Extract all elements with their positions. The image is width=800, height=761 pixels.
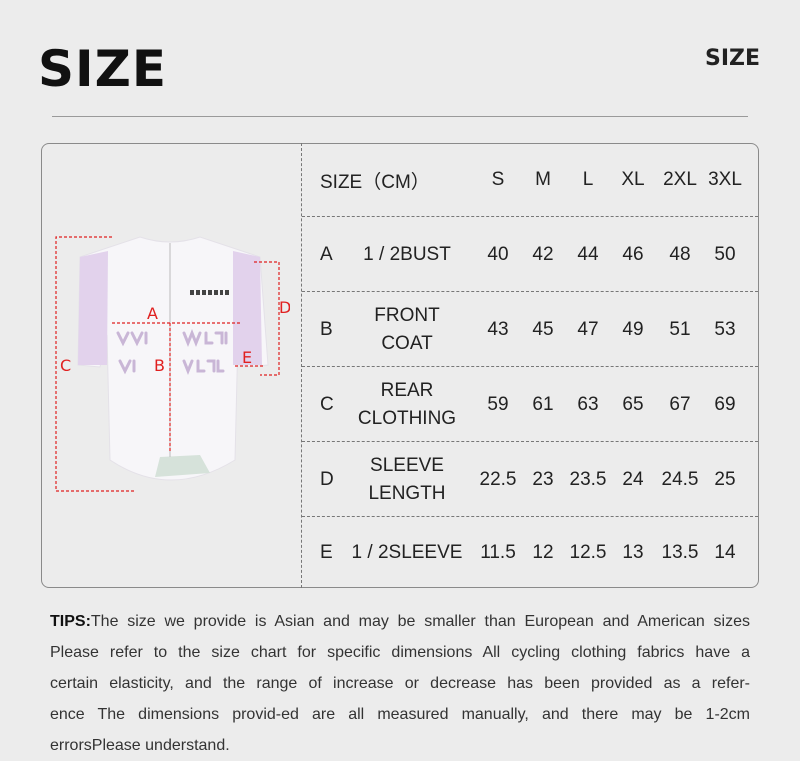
cell-value: 23: [532, 468, 554, 490]
logo: [190, 290, 229, 295]
table-row: E 1 / 2SLEEVE 11.5 12 12.5 13 13.5 14: [302, 516, 758, 588]
cell-value: 12.5: [569, 541, 607, 563]
row-name: FRONT COAT: [374, 304, 440, 354]
cell-value: 69: [714, 393, 736, 415]
cell-value: 24: [622, 468, 644, 490]
cell-value: 40: [487, 243, 509, 265]
cell-value: 48: [669, 243, 691, 265]
table-row: D SLEEVE LENGTH 22.5 23 23.5 24 24.5 25: [302, 441, 758, 517]
cell-value: 22.5: [479, 468, 517, 490]
header-size: 2XL: [663, 169, 697, 190]
tips-line: ence The dimensions provid-ed are all me…: [50, 706, 750, 723]
page-title: SIZE: [38, 40, 168, 98]
tips-line: certain elasticity, and the range of inc…: [50, 675, 750, 692]
cell-value: 43: [487, 318, 509, 340]
table-row: C REAR CLOTHING 59 61 63 65 67 69: [302, 366, 758, 442]
cell-value: 59: [487, 393, 509, 415]
marker-d: D: [279, 298, 290, 317]
cell-value: 47: [577, 318, 599, 340]
header-size: L: [582, 169, 594, 190]
header-size: S: [491, 169, 505, 190]
marker-a: A: [147, 304, 158, 323]
jersey-image: [77, 236, 269, 481]
table-row: B FRONT COAT 43 45 47 49 51 53: [302, 291, 758, 367]
column-divider: [301, 143, 302, 588]
cell-value: 65: [622, 393, 644, 415]
chest-print-pattern: [116, 328, 228, 376]
row-letter: C: [320, 393, 334, 415]
row-name: REAR CLOTHING: [357, 379, 457, 429]
cell-value: 45: [532, 318, 554, 340]
cell-value: 44: [577, 243, 599, 265]
cell-value: 14: [714, 541, 736, 563]
cell-value: 49: [622, 318, 644, 340]
cell-value: 63: [577, 393, 599, 415]
cell-value: 23.5: [569, 468, 607, 490]
row-letter: E: [320, 541, 333, 563]
table-row: A 1 / 2BUST 40 42 44 46 48 50: [302, 216, 758, 292]
table-header: SIZE（CM） S M L XL 2XL 3XL: [302, 144, 758, 216]
row-letter: D: [320, 468, 334, 490]
cell-value: 53: [714, 318, 736, 340]
cell-value: 12: [532, 541, 554, 563]
size-chart-box: [41, 143, 759, 588]
header-size: M: [535, 169, 551, 190]
corner-title: SIZE: [704, 46, 760, 71]
measure-lines: [55, 236, 280, 492]
cell-value: 24.5: [661, 468, 699, 490]
row-letter: A: [320, 243, 333, 265]
row-letter: B: [320, 318, 333, 340]
cell-value: 46: [622, 243, 644, 265]
jersey-diagram: A B C D E: [55, 236, 290, 492]
header-size: 3XL: [708, 169, 742, 190]
header-label: SIZE（CM）: [320, 171, 430, 193]
tips-text: TIPS:The size we provide is Asian and ma…: [50, 606, 750, 761]
cell-value: 11.5: [480, 541, 516, 563]
cell-value: 51: [669, 318, 691, 340]
cell-value: 42: [532, 243, 554, 265]
tips-line: errorsPlease understand.: [50, 737, 230, 754]
header-size: XL: [621, 169, 645, 190]
row-name: SLEEVE LENGTH: [368, 454, 446, 504]
cell-value: 50: [714, 243, 736, 265]
row-name: 1 / 2BUST: [363, 243, 451, 265]
tips-line: TIPS:The size we provide is Asian and ma…: [50, 613, 750, 630]
divider: [52, 116, 748, 117]
cell-value: 13: [622, 541, 644, 563]
tips-label: TIPS:: [50, 613, 91, 630]
marker-b: B: [154, 356, 165, 375]
cell-value: 67: [669, 393, 691, 415]
tips-line: Please refer to the size chart for speci…: [50, 644, 750, 661]
cell-value: 61: [532, 393, 554, 415]
marker-e: E: [242, 348, 252, 367]
cell-value: 25: [714, 468, 736, 490]
marker-c: C: [60, 356, 71, 375]
row-name: 1 / 2SLEEVE: [351, 541, 463, 563]
cell-value: 13.5: [661, 541, 699, 563]
